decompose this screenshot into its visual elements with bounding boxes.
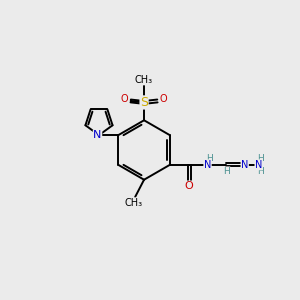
Text: O: O xyxy=(160,94,167,104)
Text: N: N xyxy=(241,160,248,170)
Text: O: O xyxy=(121,94,128,104)
Text: N: N xyxy=(93,130,102,140)
Text: H: H xyxy=(257,167,263,176)
Text: H: H xyxy=(206,154,212,163)
Text: H: H xyxy=(257,154,263,163)
Text: O: O xyxy=(185,181,194,191)
Text: CH₃: CH₃ xyxy=(135,75,153,85)
Text: N: N xyxy=(204,160,211,170)
Text: H: H xyxy=(223,167,230,176)
Text: CH₃: CH₃ xyxy=(124,198,143,208)
Text: N: N xyxy=(255,160,262,170)
Text: S: S xyxy=(140,96,148,109)
